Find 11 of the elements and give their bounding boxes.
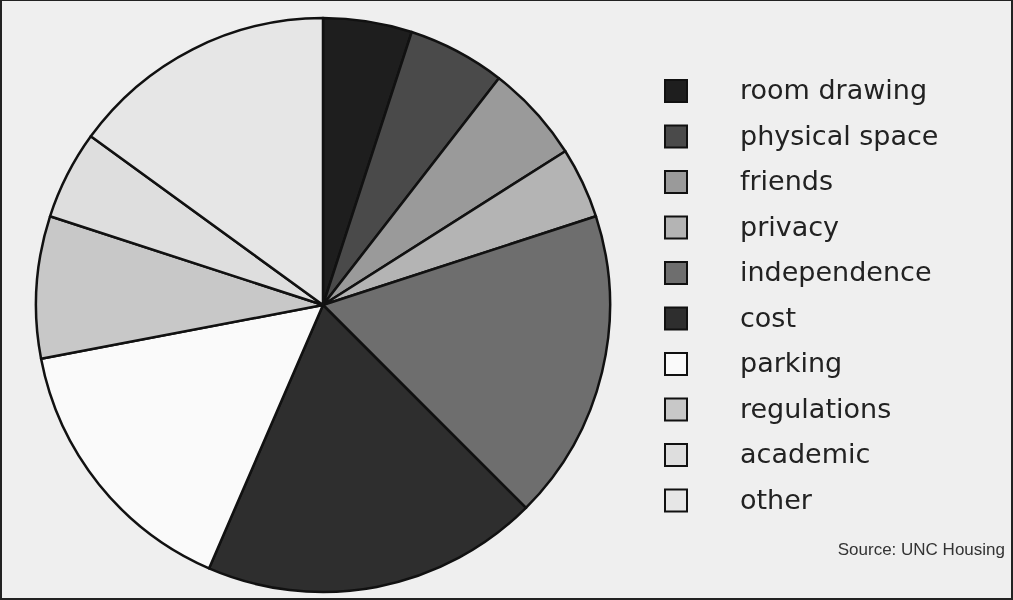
legend-label: physical space bbox=[740, 119, 939, 151]
legend-label: cost bbox=[740, 301, 797, 333]
legend-label: other bbox=[740, 483, 813, 515]
legend-label: parking bbox=[740, 347, 843, 378]
legend-label: regulations bbox=[740, 392, 892, 424]
source-note: Source: UNC Housing bbox=[837, 540, 1005, 559]
legend-label: room drawing bbox=[740, 74, 928, 105]
legend-label: privacy bbox=[740, 210, 840, 242]
legend-label: academic bbox=[740, 438, 871, 469]
legend-label: friends bbox=[740, 165, 834, 196]
legend-label: independence bbox=[740, 256, 932, 287]
